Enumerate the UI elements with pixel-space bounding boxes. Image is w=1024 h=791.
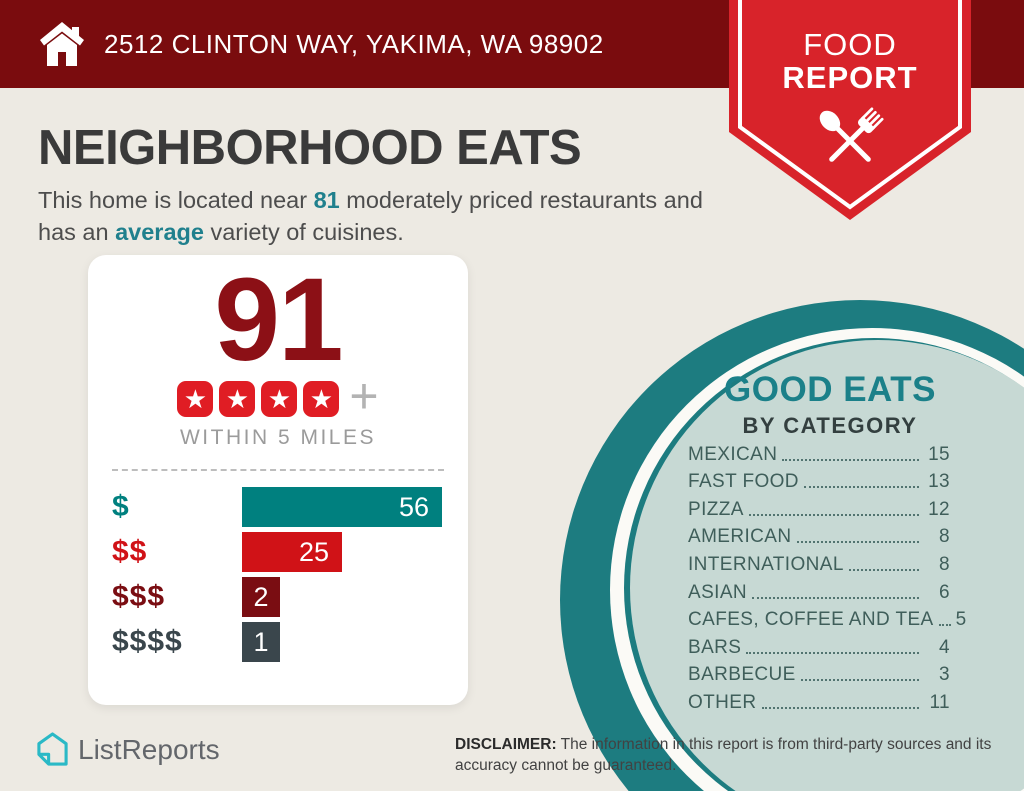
category-row: FAST FOOD 13 bbox=[688, 466, 950, 494]
category-value: 8 bbox=[939, 526, 950, 548]
good-eats-title: GOOD EATS bbox=[724, 370, 936, 409]
food-report-ribbon: FOOD REPORT bbox=[729, 0, 971, 222]
category-label: BARBECUE bbox=[688, 664, 796, 686]
category-label: ASIAN bbox=[688, 581, 748, 603]
radius-label: WITHIN 5 MILES bbox=[179, 426, 377, 449]
star-icon: ★ bbox=[261, 381, 298, 417]
price-tier-bar: 56 bbox=[242, 487, 442, 527]
category-value: 4 bbox=[939, 636, 950, 658]
dot-leader bbox=[748, 513, 919, 516]
category-row: PIZZA 12 bbox=[688, 493, 950, 521]
bar-row: $ 56 bbox=[112, 487, 444, 527]
category-row: BARBECUE 3 bbox=[688, 659, 950, 687]
variety-highlight: average bbox=[115, 219, 204, 245]
listreports-logo: ListReports bbox=[36, 731, 220, 768]
category-value: 13 bbox=[928, 471, 950, 493]
dot-leader bbox=[938, 624, 951, 627]
bar-value-label: 56 bbox=[398, 491, 429, 522]
listreports-house-icon bbox=[37, 732, 68, 766]
dot-leader bbox=[800, 679, 919, 682]
disclaimer-text: The information in this report is from t… bbox=[455, 736, 992, 774]
price-tier-label: $$$ bbox=[112, 580, 166, 613]
category-label: PIZZA bbox=[688, 498, 744, 520]
category-label: BARS bbox=[688, 636, 742, 658]
star-badges: ★ ★ ★ ★ bbox=[177, 381, 340, 417]
disclaimer-label: DISCLAIMER: bbox=[455, 736, 557, 753]
property-address: 2512 CLINTON WAY, YAKIMA, WA 98902 bbox=[104, 28, 604, 59]
dot-leader bbox=[746, 651, 919, 654]
star-rating: ★ ★ ★ ★ + bbox=[88, 368, 468, 424]
category-label: FAST FOOD bbox=[688, 471, 799, 493]
price-tier-label: $$ bbox=[112, 535, 148, 568]
home-icon bbox=[40, 22, 84, 66]
category-label: CAFES, COFFEE AND TEA bbox=[688, 609, 934, 631]
dot-leader bbox=[848, 568, 919, 571]
category-value: 5 bbox=[955, 609, 967, 631]
category-list: MEXICAN 15 FAST FOOD 13 PIZZA 12 AMERICAN 8 … bbox=[688, 438, 966, 714]
category-row: INTERNATIONAL 8 bbox=[688, 548, 950, 576]
category-row: ASIAN 6 bbox=[688, 576, 950, 604]
category-label: AMERICAN bbox=[688, 526, 792, 548]
category-value: 12 bbox=[928, 498, 950, 520]
subtitle-text: This home is located near bbox=[38, 187, 314, 213]
dashed-divider bbox=[112, 469, 444, 471]
bar-row: $$$$ 1 bbox=[112, 622, 444, 662]
category-row: CAFES, COFFEE AND TEA 5 bbox=[688, 604, 966, 632]
bar-row: $$ 25 bbox=[112, 532, 444, 572]
restaurant-count-score: 91 bbox=[214, 254, 343, 386]
ribbon-line2: REPORT bbox=[782, 60, 918, 95]
crossed-spoon-fork-icon bbox=[819, 107, 884, 162]
dot-leader bbox=[752, 596, 919, 599]
bar-row: $$$ 2 bbox=[112, 577, 444, 617]
star-icon: ★ bbox=[303, 381, 340, 417]
restaurant-score-card: 91 ★ ★ ★ ★ + WITHIN 5 MILES $ 56 $$ 25 $$$ … bbox=[88, 255, 468, 705]
price-tier-label: $$$$ bbox=[112, 625, 183, 658]
category-value: 6 bbox=[939, 581, 950, 603]
category-value: 11 bbox=[929, 691, 950, 713]
price-bar-chart: $ 56 $$ 25 $$$ 2 $$$$ 1 bbox=[112, 487, 444, 667]
dot-leader bbox=[796, 541, 919, 544]
subtitle-text: moderately priced restaurants and has an bbox=[38, 187, 703, 245]
category-row: BARS 4 bbox=[688, 631, 950, 659]
category-label: INTERNATIONAL bbox=[688, 553, 844, 575]
dot-leader bbox=[803, 486, 919, 489]
dot-leader bbox=[761, 706, 919, 709]
restaurant-count-highlight: 81 bbox=[313, 187, 340, 213]
category-row: AMERICAN 8 bbox=[688, 521, 950, 549]
category-label: OTHER bbox=[688, 691, 757, 713]
category-row: OTHER 11 bbox=[688, 686, 950, 714]
price-tier-label: $ bbox=[112, 490, 130, 523]
ribbon-line1: FOOD bbox=[803, 27, 897, 62]
plus-sign: + bbox=[349, 368, 379, 424]
bar-value-label: 2 bbox=[253, 581, 269, 612]
good-eats-subtitle: BY CATEGORY bbox=[742, 413, 918, 438]
category-label: MEXICAN bbox=[688, 443, 778, 465]
good-eats-header: GOOD EATS BY CATEGORY bbox=[680, 370, 980, 439]
ribbon-pennant-shape bbox=[729, 0, 971, 220]
brand-name: ListReports bbox=[78, 733, 220, 765]
subtitle-text: variety of cuisines. bbox=[203, 219, 404, 245]
star-icon: ★ bbox=[177, 381, 214, 417]
category-value: 8 bbox=[939, 553, 950, 575]
bar-value-label: 25 bbox=[298, 536, 329, 567]
dot-leader bbox=[782, 458, 919, 461]
category-value: 15 bbox=[928, 443, 950, 465]
price-tier-bar: 25 bbox=[242, 532, 342, 572]
disclaimer: DISCLAIMER: The information in this repo… bbox=[455, 735, 1015, 776]
bar-value-label: 1 bbox=[253, 626, 269, 657]
category-row: MEXICAN 15 bbox=[688, 438, 950, 466]
price-tier-bar: 2 bbox=[242, 577, 280, 617]
star-icon: ★ bbox=[219, 381, 256, 417]
page-title: NEIGHBORHOOD EATS bbox=[38, 121, 582, 175]
price-tier-bar: 1 bbox=[242, 622, 280, 662]
page-subtitle: This home is located near 81 moderately … bbox=[38, 184, 710, 248]
category-value: 3 bbox=[939, 664, 950, 686]
